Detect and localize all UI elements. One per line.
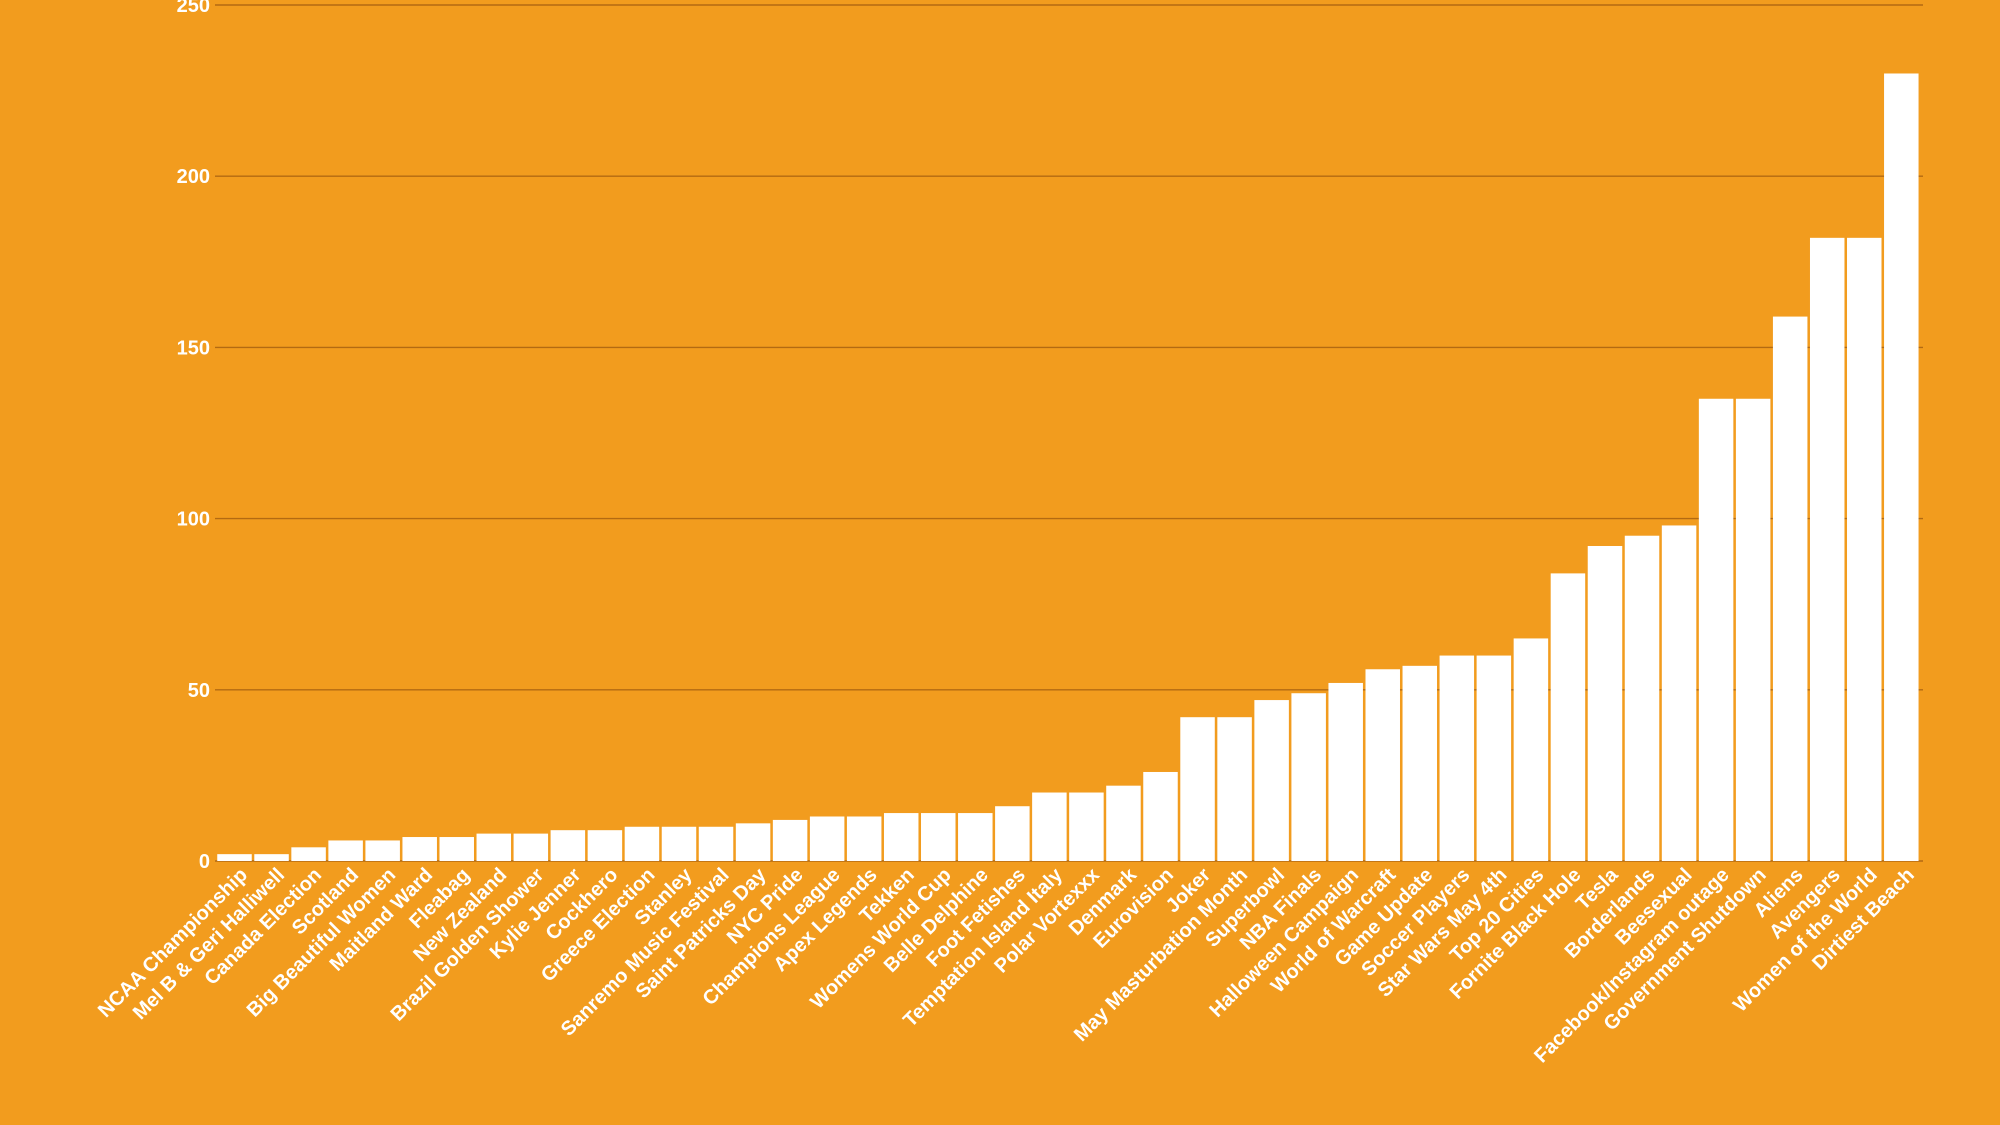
bar — [772, 819, 808, 861]
bar — [1772, 316, 1808, 862]
bar — [1328, 682, 1363, 861]
bar — [883, 813, 919, 861]
bar — [1402, 665, 1438, 861]
bar — [809, 816, 845, 861]
bar — [1032, 792, 1067, 861]
bar — [1809, 237, 1845, 861]
bar — [1217, 717, 1252, 861]
bar — [1698, 398, 1734, 861]
bar — [995, 806, 1030, 861]
bar — [587, 830, 623, 861]
bar — [254, 854, 289, 861]
bar — [1476, 655, 1512, 861]
bar — [1106, 785, 1141, 861]
bar — [1847, 237, 1882, 861]
bar — [439, 837, 474, 861]
bar — [1439, 655, 1475, 861]
bar — [1180, 717, 1215, 861]
bar — [291, 847, 326, 861]
bar — [1069, 792, 1104, 861]
bar — [735, 823, 771, 861]
y-tick-label: 150 — [177, 337, 210, 359]
bar — [365, 840, 400, 861]
y-tick-label: 50 — [188, 680, 210, 702]
x-tick-label: NCAA Championship — [94, 864, 252, 1022]
bar — [624, 826, 660, 861]
bar — [328, 840, 363, 861]
y-axis-ticks: 0 50 100 150 200 250 — [177, 0, 210, 873]
bar — [402, 837, 437, 861]
bar — [1143, 771, 1178, 861]
y-tick-label: 100 — [177, 509, 210, 531]
bar — [1884, 73, 1919, 862]
bar — [921, 813, 956, 861]
bar — [1624, 535, 1660, 861]
y-tick-label: 250 — [177, 0, 210, 17]
y-tick-label: 200 — [177, 166, 210, 188]
bar — [1587, 545, 1623, 861]
bar — [513, 833, 549, 861]
bar — [1365, 669, 1400, 861]
bar — [958, 813, 993, 861]
bar — [1291, 693, 1326, 861]
bar — [217, 854, 252, 861]
bar — [846, 816, 882, 861]
bar — [661, 826, 697, 861]
bar — [1254, 700, 1289, 861]
bar — [1550, 573, 1586, 861]
bar — [1735, 398, 1771, 861]
bar — [476, 833, 512, 861]
bar — [1661, 525, 1697, 861]
bar — [1513, 638, 1549, 861]
y-tick-label: 0 — [199, 851, 210, 873]
bar — [550, 830, 586, 861]
bars — [217, 73, 1919, 862]
bar — [698, 826, 734, 861]
